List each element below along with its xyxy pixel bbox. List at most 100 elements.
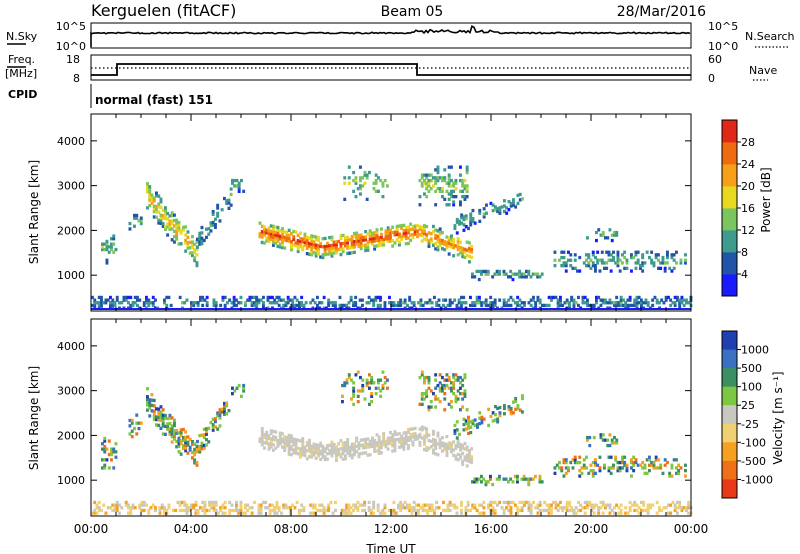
velocity-cell: [301, 442, 305, 446]
velocity-cell: [527, 500, 531, 505]
power-cell: [346, 243, 350, 248]
velocity-cell: [509, 406, 513, 411]
power-cell: [493, 272, 497, 276]
velocity-cell: [389, 439, 392, 443]
velocity-cell: [531, 477, 535, 481]
power-cell: [368, 234, 372, 238]
velocity-cell: [283, 438, 287, 442]
velocity-cell: [113, 503, 117, 507]
power-cell: [320, 301, 324, 305]
velocity-cell: [314, 448, 318, 452]
power-cell: [177, 229, 181, 233]
velocity-cell: [104, 511, 108, 515]
velocity-cell: [105, 458, 109, 462]
velocity-cell: [173, 429, 176, 433]
power-cell: [317, 246, 320, 251]
velocity-cell: [489, 500, 493, 505]
power-colorbar-label: 16: [741, 202, 755, 215]
velocity-cell: [503, 412, 506, 416]
velocity-cell: [677, 471, 681, 475]
power-cell: [293, 303, 297, 308]
velocity-cell: [391, 438, 395, 442]
power-cell: [359, 236, 363, 240]
power-cell: [335, 242, 338, 247]
power-cell: [225, 201, 229, 206]
power-cell: [409, 233, 413, 237]
velocity-cell: [380, 440, 383, 444]
power-cell: [443, 242, 447, 246]
power-cell: [669, 298, 673, 302]
velocity-cell: [292, 437, 296, 441]
power-cell: [587, 264, 591, 268]
power-cell: [323, 236, 327, 241]
power-cell: [427, 173, 431, 177]
velocity-cell: [507, 503, 511, 507]
power-cell: [274, 233, 278, 237]
power-cell: [536, 298, 540, 302]
velocity-cell: [610, 438, 614, 442]
power-cell: [366, 232, 370, 236]
velocity-cell: [666, 460, 669, 465]
power-cell: [622, 298, 625, 302]
power-cell: [610, 233, 614, 237]
power-cell: [365, 197, 369, 201]
velocity-cell: [503, 404, 506, 408]
velocity-cell: [397, 503, 400, 507]
power-cell: [151, 295, 155, 300]
power-cell: [300, 303, 304, 308]
velocity-cell: [368, 373, 371, 377]
velocity-cell: [424, 503, 427, 507]
velocity-cell: [586, 500, 589, 505]
power-cell: [441, 241, 444, 245]
power-cell: [516, 303, 520, 308]
velocity-cell: [465, 445, 469, 449]
power-cell: [110, 242, 113, 246]
power-cell: [389, 239, 392, 243]
velocity-cell: [453, 506, 457, 510]
power-cell: [469, 217, 473, 222]
velocity-cell: [395, 432, 399, 436]
velocity-cell: [452, 373, 456, 377]
date-title: 28/Mar/2016: [617, 4, 706, 20]
velocity-cell: [389, 441, 392, 445]
velocity-cell: [568, 500, 571, 505]
velocity-cell: [393, 449, 397, 453]
power-cell: [434, 189, 438, 193]
power-cell: [341, 233, 345, 238]
power-cell: [150, 193, 154, 197]
velocity-cell: [339, 452, 343, 456]
velocity-cell: [299, 452, 302, 456]
velocity-cell: [314, 443, 318, 447]
velocity-cell: [366, 445, 370, 449]
velocity-cell: [115, 500, 119, 505]
velocity-cell: [516, 406, 520, 411]
velocity-cell: [115, 508, 119, 513]
velocity-cell: [263, 432, 266, 437]
velocity-cell: [383, 503, 387, 507]
power-cell: [498, 272, 501, 276]
power-cell: [447, 173, 451, 177]
velocity-cell: [423, 397, 426, 401]
power-cell: [511, 272, 515, 276]
power-cell: [450, 245, 453, 249]
power-cell: [296, 249, 300, 254]
power-cell: [383, 178, 387, 183]
velocity-cell: [158, 511, 162, 515]
power-cell: [321, 237, 325, 241]
velocity-cell: [459, 375, 462, 380]
power-cell: [152, 199, 156, 203]
power-cell: [509, 295, 513, 300]
velocity-cell: [296, 438, 300, 442]
power-colorbar-label: 20: [741, 180, 755, 193]
velocity-cell: [491, 506, 495, 510]
velocity-cell: [344, 454, 347, 458]
power-cell: [437, 298, 441, 302]
velocity-cell: [124, 503, 128, 507]
velocity-cell: [635, 508, 639, 513]
power-cell: [101, 247, 104, 252]
power-cell: [518, 198, 522, 202]
velocity-cell: [284, 503, 288, 507]
velocity-cell: [540, 480, 544, 484]
velocity-cell: [386, 378, 389, 382]
power-cell: [416, 224, 419, 228]
